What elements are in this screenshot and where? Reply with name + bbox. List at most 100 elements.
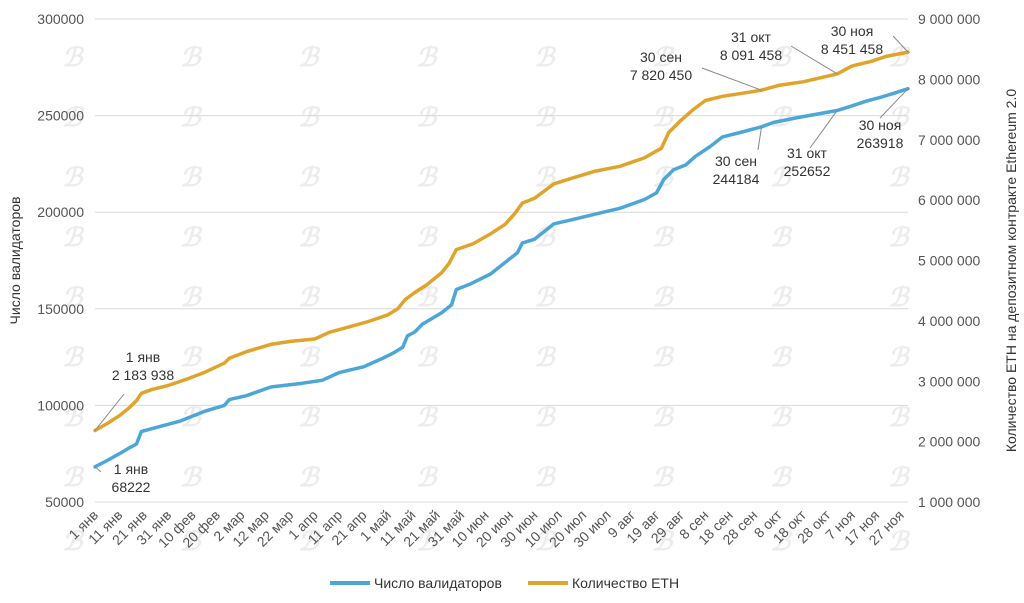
watermark-logo-icon: ℬ: [62, 42, 85, 72]
right-axis-tick-label: 3 000 000: [918, 373, 980, 389]
series-line-0: [93, 86, 910, 469]
watermark-logo-icon: ℬ: [534, 526, 557, 556]
watermark-logo-icon: ℬ: [652, 42, 675, 72]
watermark-logo-icon: ℬ: [534, 162, 557, 192]
watermark-logo-icon: ℬ: [770, 526, 793, 556]
watermark-logo-icon: ℬ: [62, 162, 85, 192]
watermark-logo-icon: ℬ: [652, 342, 675, 372]
watermark-logo-icon: ℬ: [298, 402, 321, 432]
annotation-date: 30 сен: [715, 153, 757, 169]
watermark-logo-icon: ℬ: [534, 342, 557, 372]
watermark-logo-icon: ℬ: [888, 462, 911, 492]
watermark-logo-icon: ℬ: [652, 526, 675, 556]
right-axis-tick-label: 9 000 000: [918, 11, 980, 27]
annotation-date: 30 ноя: [859, 117, 902, 133]
annotation-date: 31 окт: [787, 145, 828, 161]
right-axis-tick-label: 2 000 000: [918, 434, 980, 450]
annotation-leader-line: [94, 466, 102, 473]
watermark-logo-icon: ℬ: [180, 462, 203, 492]
watermark-logo-icon: ℬ: [298, 102, 321, 132]
watermark-logo-icon: ℬ: [652, 282, 675, 312]
watermark-logo-icon: ℬ: [888, 282, 911, 312]
watermark-logo-icon: ℬ: [62, 342, 85, 372]
watermark-logo-icon: ℬ: [534, 282, 557, 312]
annotation-leader-line: [757, 126, 763, 151]
right-axis-tick-label: 7 000 000: [918, 132, 980, 148]
watermark-logo-icon: ℬ: [416, 282, 439, 312]
annotation-value: 252652: [784, 163, 831, 179]
watermark-logo-icon: ℬ: [416, 162, 439, 192]
left-axis-tick-label: 200000: [37, 204, 84, 220]
watermark-logo-icon: ℬ: [298, 162, 321, 192]
watermark-logo-icon: ℬ: [652, 162, 675, 192]
watermark-logo-icon: ℬ: [888, 162, 911, 192]
annotation-leader-line: [701, 67, 762, 91]
right-axis-title: Количество ETH на депозитном контракте E…: [1003, 89, 1019, 452]
watermark-logo-icon: ℬ: [180, 42, 203, 72]
watermark-logo-icon: ℬ: [298, 526, 321, 556]
right-axis-tick-label: 5 000 000: [918, 253, 980, 269]
watermark-logo-icon: ℬ: [180, 222, 203, 252]
watermark-logo-icon: ℬ: [888, 222, 911, 252]
watermark-logo-icon: ℬ: [298, 342, 321, 372]
right-axis-tick-label: 1 000 000: [918, 494, 980, 510]
watermark-logo-icon: ℬ: [888, 402, 911, 432]
watermark-logo-icon: ℬ: [416, 526, 439, 556]
annotation-leader-line: [809, 110, 838, 149]
annotation-date: 31 окт: [731, 29, 772, 45]
annotation-date: 30 сен: [640, 49, 682, 65]
watermark-logo-icon: ℬ: [416, 102, 439, 132]
annotation-value: 7 820 450: [630, 67, 692, 83]
watermark-logo-icon: ℬ: [888, 342, 911, 372]
watermark-logo-icon: ℬ: [416, 462, 439, 492]
watermark-logo-icon: ℬ: [298, 42, 321, 72]
watermark-logo-icon: ℬ: [416, 42, 439, 72]
watermark-logo-icon: ℬ: [416, 402, 439, 432]
watermark-logo-icon: ℬ: [298, 282, 321, 312]
watermark-logo-icon: ℬ: [180, 162, 203, 192]
left-axis-tick-label: 250000: [37, 108, 84, 124]
watermark-logo-icon: ℬ: [770, 402, 793, 432]
annotation-value: 263918: [857, 135, 904, 151]
right-axis-tick-label: 4 000 000: [918, 313, 980, 329]
annotation-date: 1 янв: [114, 461, 148, 477]
watermark-logo-icon: ℬ: [416, 222, 439, 252]
annotation-leader-line: [892, 35, 909, 53]
watermark-logo-icon: ℬ: [652, 102, 675, 132]
watermark-logo-icon: ℬ: [298, 462, 321, 492]
annotation-value: 2 183 938: [112, 367, 174, 383]
left-axis-tick-label: 300000: [37, 11, 84, 27]
watermark-logo-icon: ℬ: [888, 102, 911, 132]
watermark-logo-icon: ℬ: [62, 526, 85, 556]
watermark-logo-icon: ℬ: [888, 526, 911, 556]
right-axis-tick-label: 6 000 000: [918, 192, 980, 208]
left-axis-title: Число валидаторов: [7, 197, 23, 325]
watermark-logo-icon: ℬ: [534, 222, 557, 252]
left-axis-tick-label: 150000: [37, 301, 84, 317]
watermark-logo-icon: ℬ: [534, 102, 557, 132]
watermark-logo-icon: ℬ: [770, 462, 793, 492]
annotation-date: 30 ноя: [831, 23, 874, 39]
watermark-logo-icon: ℬ: [770, 162, 793, 192]
watermark-logo-icon: ℬ: [770, 342, 793, 372]
watermark-logo-icon: ℬ: [534, 42, 557, 72]
watermark-logo-icon: ℬ: [652, 462, 675, 492]
watermark-logo-icon: ℬ: [770, 42, 793, 72]
watermark-logo-icon: ℬ: [770, 282, 793, 312]
watermark-logo-icon: ℬ: [62, 222, 85, 252]
watermark-logo-icon: ℬ: [62, 102, 85, 132]
right-axis-tick-label: 8 000 000: [918, 71, 980, 87]
annotation-leader-line: [94, 393, 125, 431]
watermark-logo-icon: ℬ: [180, 102, 203, 132]
annotation-value: 8 451 458: [821, 41, 883, 57]
watermark-logo-icon: ℬ: [180, 282, 203, 312]
left-axis-tick-label: 50000: [45, 494, 84, 510]
watermark-logo-icon: ℬ: [534, 402, 557, 432]
legend-label-1: Количество ETH: [572, 575, 679, 591]
watermark-logo-icon: ℬ: [770, 222, 793, 252]
watermark-logo-icon: ℬ: [534, 462, 557, 492]
annotation-value: 68222: [112, 479, 151, 495]
series-line-1: [93, 50, 910, 433]
watermark-logo-icon: ℬ: [62, 462, 85, 492]
